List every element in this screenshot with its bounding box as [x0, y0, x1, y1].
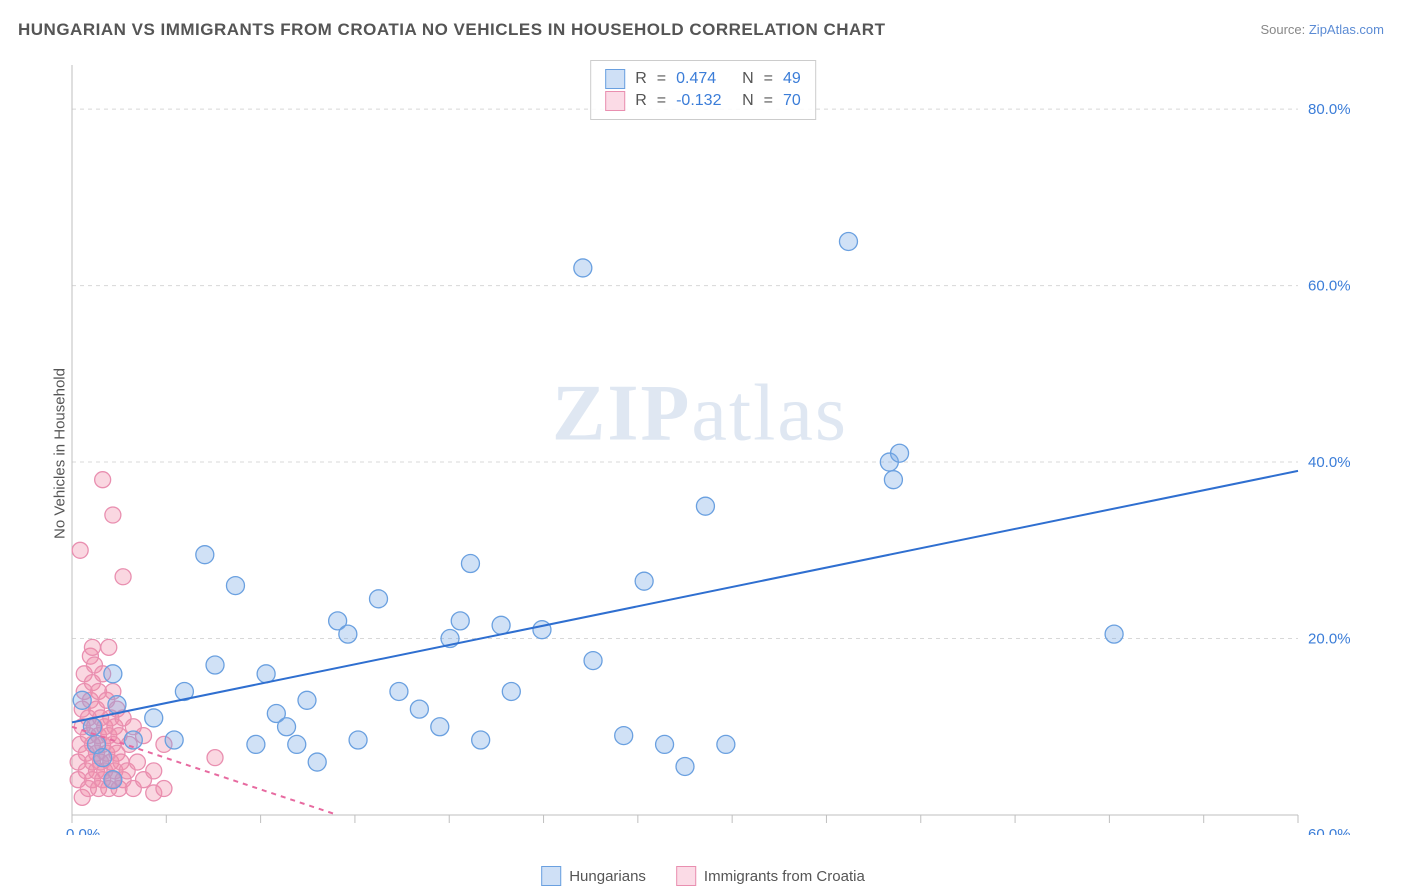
- n-label: N: [742, 70, 754, 88]
- source-label: Source:: [1260, 22, 1308, 37]
- legend-row: R = 0.474 N = 49: [605, 69, 801, 89]
- svg-text:60.0%: 60.0%: [1308, 826, 1350, 835]
- scatter-chart: 20.0% 40.0% 60.0% 80.0% 0.0% 60.0%: [50, 55, 1350, 835]
- r-label: R: [635, 70, 647, 88]
- legend-swatch: [605, 69, 625, 89]
- svg-text:60.0%: 60.0%: [1308, 278, 1350, 295]
- source-link[interactable]: ZipAtlas.com: [1309, 22, 1384, 37]
- legend-label: Hungarians: [569, 868, 646, 885]
- eq-sign: =: [657, 92, 666, 110]
- svg-text:20.0%: 20.0%: [1308, 631, 1350, 648]
- legend-swatch: [541, 866, 561, 886]
- r-label: R: [635, 92, 647, 110]
- legend-item: Immigrants from Croatia: [676, 866, 865, 886]
- chart-title: HUNGARIAN VS IMMIGRANTS FROM CROATIA NO …: [18, 20, 885, 40]
- n-label: N: [742, 92, 754, 110]
- legend-row: R = -0.132 N = 70: [605, 91, 801, 111]
- eq-sign: =: [764, 92, 773, 110]
- legend-swatch: [605, 91, 625, 111]
- source-attribution: Source: ZipAtlas.com: [1260, 22, 1384, 37]
- r-value: -0.132: [676, 92, 732, 110]
- svg-text:0.0%: 0.0%: [66, 826, 100, 835]
- svg-text:40.0%: 40.0%: [1308, 454, 1350, 471]
- r-value: 0.474: [676, 70, 732, 88]
- svg-text:80.0%: 80.0%: [1308, 101, 1350, 118]
- legend-label: Immigrants from Croatia: [704, 868, 865, 885]
- legend-swatch: [676, 866, 696, 886]
- series-legend: Hungarians Immigrants from Croatia: [541, 866, 865, 886]
- correlation-legend: R = 0.474 N = 49 R = -0.132 N = 70: [590, 60, 816, 120]
- legend-item: Hungarians: [541, 866, 646, 886]
- n-value: 70: [783, 92, 801, 110]
- eq-sign: =: [657, 70, 666, 88]
- chart-area: No Vehicles in Household ZIPatlas 20.0%4…: [50, 55, 1350, 835]
- n-value: 49: [783, 70, 801, 88]
- eq-sign: =: [764, 70, 773, 88]
